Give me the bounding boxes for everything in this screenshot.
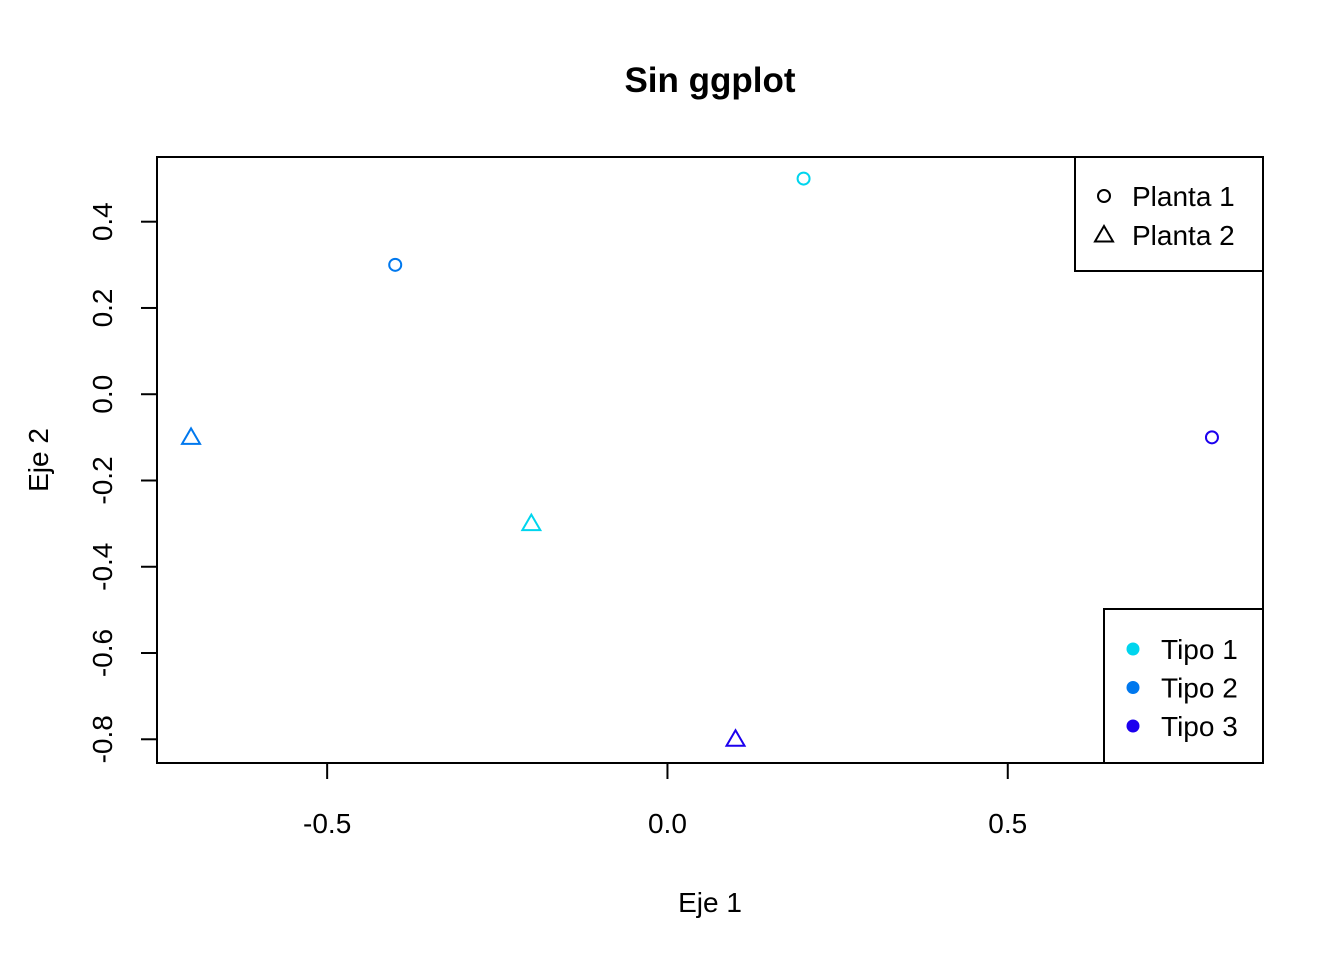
color-swatch-icon: [1126, 681, 1140, 694]
data-point: [388, 257, 403, 272]
y-axis: -0.8 -0.6 -0.4 -0.2 0.0 0.2 0.4: [87, 202, 158, 763]
data-point: [724, 728, 747, 747]
y-tick-label: 0.4: [87, 202, 118, 241]
data-point: [796, 171, 811, 186]
y-tick-label: -0.4: [87, 543, 118, 591]
y-tick-label: 0.0: [87, 375, 118, 414]
y-tick-label: 0.2: [87, 288, 118, 327]
color-swatch-icon: [1126, 719, 1140, 733]
x-tick-label: -0.5: [303, 808, 351, 839]
color-legend-label: Tipo 2: [1161, 673, 1238, 704]
x-axis: -0.5 0.0 0.5: [303, 762, 1027, 839]
y-tick-label: -0.8: [87, 715, 118, 763]
y-tick-label: -0.6: [87, 629, 118, 677]
x-axis-label: Eje 1: [678, 887, 742, 918]
data-point: [1204, 430, 1219, 445]
color-swatch-icon: [1126, 642, 1140, 656]
y-axis-label: Eje 2: [23, 428, 54, 492]
data-point: [180, 426, 202, 445]
shape-legend-label: Planta 2: [1132, 220, 1235, 251]
triangle-marker-icon: [1093, 224, 1115, 243]
data-points: [180, 171, 1219, 747]
chart-title: Sin ggplot: [624, 61, 795, 100]
color-legend: Tipo 1 Tipo 2 Tipo 3: [1103, 608, 1264, 764]
shape-legend-box: [1074, 156, 1264, 272]
color-legend-label: Tipo 3: [1161, 711, 1238, 742]
x-tick-label: 0.0: [648, 808, 687, 839]
shape-legend-label: Planta 1: [1132, 181, 1235, 212]
y-tick-label: -0.2: [87, 456, 118, 504]
color-legend-label: Tipo 1: [1161, 634, 1238, 665]
shape-legend: Planta 1 Planta 2: [1074, 156, 1264, 272]
circle-marker-icon: [1097, 189, 1111, 203]
x-tick-label: 0.5: [988, 808, 1027, 839]
data-point: [520, 512, 543, 532]
